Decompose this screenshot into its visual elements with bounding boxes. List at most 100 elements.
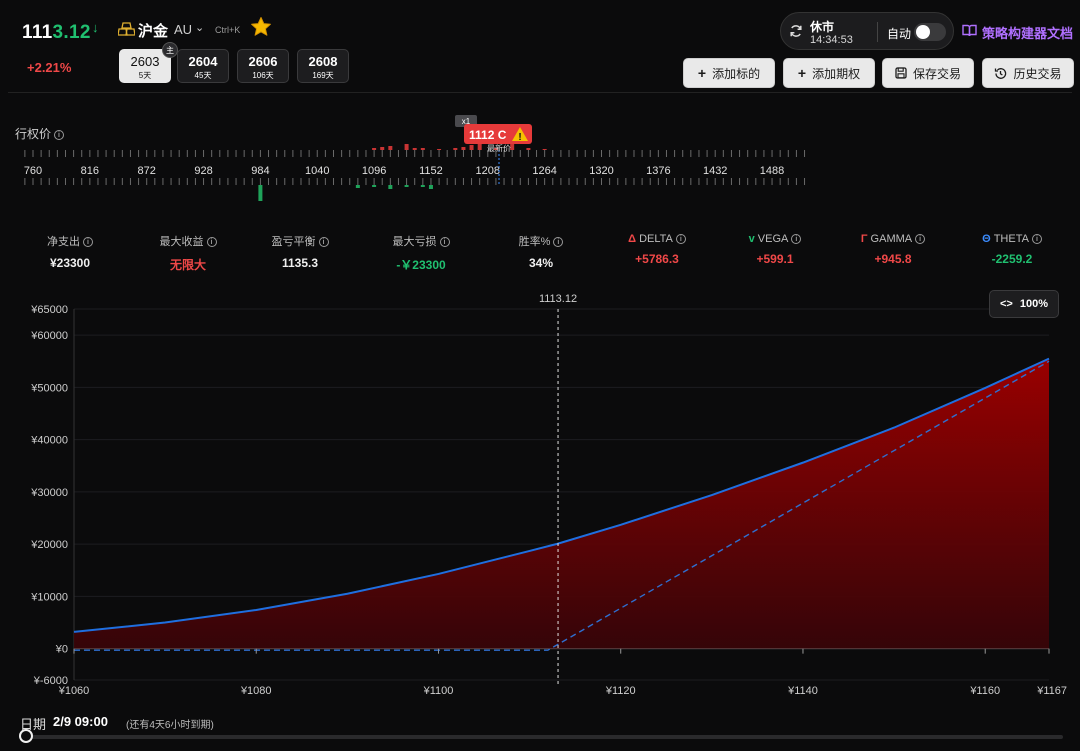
strike-tick-label: 816 [81,165,99,177]
expiry-tab-2608[interactable]: 2608 169天 [297,49,349,83]
date-remaining: (还有4天6小时到期) [126,720,214,731]
date-value: 2/9 09:00 [53,714,108,729]
strike-tick-label: 1320 [589,165,613,177]
put-oi-bar [428,185,433,189]
expiry-code: 2604 [188,54,218,69]
y-tick-label: ¥50000 [30,382,68,394]
market-status-panel: 休市 14:34:53 自动 [780,12,954,50]
metric-value: ¥23300 [49,256,91,270]
info-icon[interactable]: i [553,237,564,248]
metric-value: 无限大 [169,258,206,272]
main-contract-badge: 主 [162,42,178,58]
last-price: 1113.12 [22,22,91,43]
strike-tick-label: 760 [24,165,42,177]
symbol-name[interactable]: 沪金 [138,23,169,40]
y-tick-label: ¥20000 [30,539,68,551]
info-icon[interactable]: i [83,237,93,248]
metric-8: Θ THETA i -2259.2 [957,233,1067,266]
strike-tick-label: 1152 [419,165,443,177]
metric-2: 盈亏平衡 i 1135.3 [245,233,355,270]
expiry-payoff-line [74,360,1050,651]
add-option-button[interactable]: + 添加期权 [783,58,875,88]
expiry-tab-2606[interactable]: 2606 106天 [237,49,289,83]
metric-value: -2259.2 [991,252,1033,266]
metric-label: Δ DELTA i [602,233,712,245]
zoom-reset-button[interactable]: <> 100% [989,290,1059,318]
strike-tick-label: 1432 [703,165,727,177]
metric-label: 盈亏平衡 i [245,233,355,249]
save-icon [895,67,907,79]
expiry-days: 169天 [312,71,334,80]
date-slider-handle[interactable] [19,729,33,743]
save-trade-button[interactable]: 保存交易 [882,58,974,88]
call-oi-bar [437,149,442,150]
expiry-tab-2603[interactable]: 2603 5天 [119,49,171,83]
call-oi-bar [380,147,385,150]
metric-label: 胜率% i [486,233,596,249]
greek-symbol: v [748,233,758,245]
strike-tick-label: 928 [194,165,212,177]
strike-tick-label: 1208 [476,165,500,177]
payoff-chart[interactable]: ¥65000 ¥60000 ¥50000 ¥40000 ¥30000 ¥20000 ¥100… [0,285,1080,710]
metric-0: 净支出 i ¥23300 [15,233,125,270]
warning-icon: ! [512,127,528,143]
multiplier-tag-text: x1 [462,117,471,126]
info-icon[interactable]: i [915,234,926,245]
expiry-code: 2608 [308,54,338,69]
call-oi-bar [461,147,466,150]
info-icon[interactable]: i [1031,234,1042,245]
metric-value: 1135.3 [281,256,319,270]
strike-tick-label: 1376 [646,165,670,177]
call-oi-bar [510,142,515,150]
strike-ruler[interactable]: 760 816 872 928 984 1040 1096 1152 1208 1264 1320 1… [0,110,1080,205]
add-underlying-button[interactable]: + 添加标的 [683,58,775,88]
info-icon[interactable]: i [675,234,686,245]
expiry-days: 5天 [138,71,152,80]
call-oi-bar [526,148,531,150]
refresh-icon[interactable] [789,24,803,38]
info-icon[interactable]: i [791,234,802,245]
button-label: 添加期权 [812,66,861,81]
chevron-down-icon[interactable]: ⌄ [195,22,205,34]
plus-icon: + [697,65,707,81]
docs-link[interactable]: 策略构建器文档 [982,26,1074,41]
x-tick-label: ¥1060 [58,685,90,697]
call-oi-bar [388,146,393,150]
star-icon[interactable] [250,16,272,38]
info-icon[interactable]: i [439,237,450,248]
info-icon[interactable]: i [318,237,329,248]
zoom-value: 100% [1019,298,1048,310]
strike-label: 行权价 i [15,125,65,142]
metric-5: Δ DELTA i +5786.3 [602,233,712,266]
plus-icon: + [797,65,807,81]
auto-refresh-toggle[interactable] [914,23,946,41]
x-tick-label: ¥1100 [423,685,454,697]
history-icon [995,67,1007,79]
price-change-pct: +2.21% [27,60,72,75]
metric-value: 34% [528,256,554,270]
y-tick-label: ¥60000 [30,330,68,342]
book-icon[interactable] [962,24,977,37]
strike-tick-label: 1096 [362,165,386,177]
put-oi-bar [388,185,393,189]
symbol-code[interactable]: AU [174,22,193,37]
metric-label-text: THETA [993,233,1029,245]
metric-label-text: 最大亏损 [392,236,437,248]
x-tick-label: ¥1120 [605,685,636,697]
call-oi-bar [453,148,458,150]
history-trade-button[interactable]: 历史交易 [982,58,1074,88]
expiry-tab-2604[interactable]: 2604 45天 [177,49,229,83]
metric-label-text: VEGA [757,233,789,245]
svg-text:!: ! [518,132,521,143]
strike-tick-label: 872 [138,165,156,177]
y-tick-label: ¥40000 [30,435,68,447]
date-slider-track[interactable] [26,735,1063,739]
metric-label-text: DELTA [639,233,673,245]
call-oi-bar [404,144,409,150]
y-tick-label: ¥30000 [30,487,68,499]
info-icon[interactable]: i [54,129,65,140]
y-tick-label: ¥-6000 [33,675,68,687]
call-oi-bar [493,148,498,150]
divider [877,22,878,42]
info-icon[interactable]: i [206,237,217,248]
